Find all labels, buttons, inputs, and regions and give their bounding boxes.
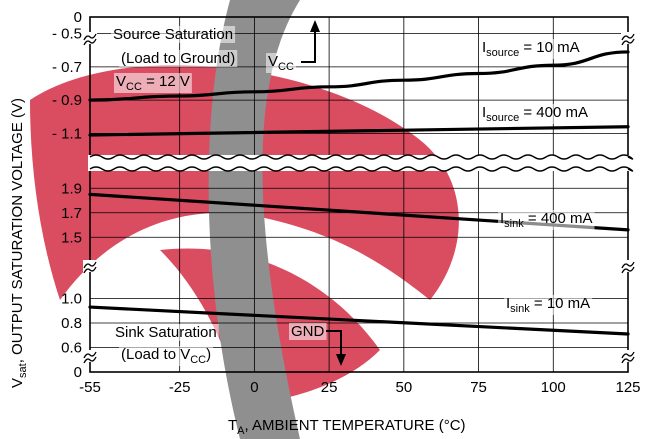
x-tick-label: 25 [321,379,338,396]
label-isink-10ma: Isink = 10 mA [506,295,590,315]
axis-break-mark [621,261,635,274]
x-tick-label: 125 [615,379,640,396]
axis-break-mark [83,33,97,46]
x-tick-label: -25 [169,379,191,396]
y-tick-label: - 1.1 [52,125,82,142]
label-vcc-arrow: VCC [268,53,294,73]
series-line [88,305,630,336]
x-tick-label: 0 [250,379,258,396]
label-background [480,39,582,59]
label-background [119,50,238,67]
x-tick-label: 75 [470,379,487,396]
label-isink-400ma: Isink = 400 mA [500,210,593,230]
y-tick-label: - 0.7 [52,59,82,76]
axis-labels: TA, AMBIENT TEMPERATURE (°C) Vsat, OUTPU… [9,98,466,437]
watermark-logo [30,0,459,439]
label-isource-10ma: Isource = 10 mA [482,39,580,59]
label-load-to-ground: (Load to Ground) [121,50,235,67]
gridlines [89,17,629,372]
y-axis-label: Vsat, OUTPUT SATURATION VOLTAGE (V) [9,98,29,388]
y-tick-label: 0 [74,9,82,26]
x-tick-label: 50 [395,379,412,396]
label-load-to-vcc: (Load to VCC) [121,346,211,366]
gnd-arrow-line [326,330,342,358]
x-tick-label: -55 [79,379,101,396]
break-wave-top [89,154,634,160]
label-isource-400ma: Isource = 400 mA [482,104,588,124]
y-tick-label: 1.5 [61,229,82,246]
axis-break-mark [621,351,635,364]
break-band [88,155,630,171]
axis-break-mark [621,33,635,46]
label-background [504,295,593,315]
gnd-arrow-head [336,354,346,366]
axis-break-mark [83,261,97,274]
y-tick-label: 0.8 [61,315,82,332]
axis-break-mark [83,351,97,364]
annotations: Source Saturation (Load to Ground) VCC =… [111,20,595,366]
label-background [266,53,296,73]
y-tick-label: 1.7 [61,205,82,222]
label-sink-saturation: Sink Saturation [115,324,217,341]
label-source-saturation: Source Saturation [113,26,233,43]
label-background [113,324,219,341]
label-background [480,104,590,124]
vcc-arrow-head [310,20,320,32]
break-wave-bottom [89,166,634,172]
y-tick-label: 0 [74,364,82,381]
y-tick-label: - 0.5 [52,26,82,43]
y-tick-label: - 0.9 [52,92,82,109]
y-tick-label: 1.9 [61,180,82,197]
label-background [289,323,327,340]
series-line [88,50,630,102]
label-gnd: GND [291,323,325,340]
x-tick-label: 100 [541,379,566,396]
x-axis-label: TA, AMBIENT TEMPERATURE (°C) [228,417,466,437]
label-background [498,210,595,230]
label-background [111,26,236,43]
label-background [119,346,214,366]
axis-breaks [83,32,635,364]
y-tick-label: 0.6 [61,340,82,357]
y-tick-label: 1.0 [61,291,82,308]
vcc-arrow-line [301,28,316,63]
label-background [114,73,192,93]
series-line [88,125,630,137]
label-vcc-condition: VCC = 12 V [116,73,190,93]
tick-labels: -55 -25 0 25 50 75 100 125 - 0.5 - 0.7 - 0.9 - 1.1 1… [52,9,641,396]
